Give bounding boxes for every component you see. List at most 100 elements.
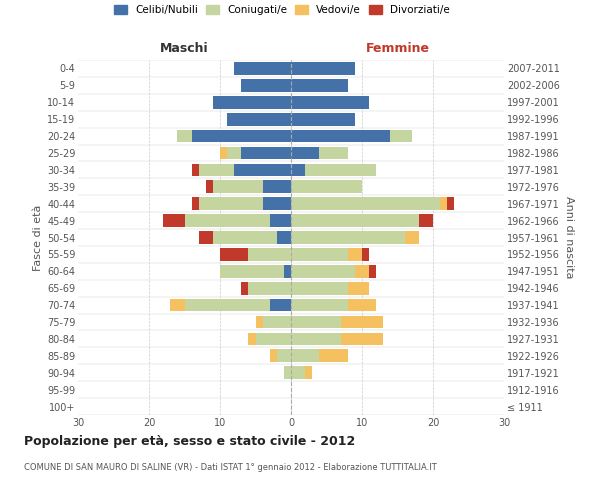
Bar	[178, 130, 291, 142]
Bar	[291, 332, 383, 345]
Text: Maschi: Maschi	[160, 42, 209, 55]
Bar	[291, 265, 376, 278]
Y-axis label: Fasce di età: Fasce di età	[32, 204, 43, 270]
Bar	[291, 231, 404, 244]
Bar	[234, 62, 291, 75]
Bar	[248, 248, 291, 260]
Bar	[291, 316, 341, 328]
Bar	[291, 62, 355, 75]
Bar	[291, 113, 355, 126]
Bar	[291, 198, 454, 210]
Bar	[291, 350, 348, 362]
Bar	[291, 130, 412, 142]
Bar	[277, 231, 291, 244]
Bar	[199, 231, 291, 244]
Bar	[270, 350, 291, 362]
Bar	[284, 366, 291, 379]
Bar	[270, 350, 291, 362]
Bar	[227, 146, 291, 160]
Bar	[191, 198, 291, 210]
Bar	[291, 332, 383, 345]
Bar	[291, 180, 362, 193]
Bar	[263, 180, 291, 193]
Bar	[291, 79, 348, 92]
Text: COMUNE DI SAN MAURO DI SALINE (VR) - Dati ISTAT 1° gennaio 2012 - Elaborazione T: COMUNE DI SAN MAURO DI SALINE (VR) - Dat…	[24, 462, 437, 471]
Bar	[270, 214, 291, 227]
Bar	[256, 316, 291, 328]
Bar	[291, 366, 313, 379]
Bar	[291, 146, 319, 160]
Bar	[263, 316, 291, 328]
Bar	[227, 113, 291, 126]
Bar	[220, 146, 291, 160]
Bar	[213, 231, 291, 244]
Bar	[291, 62, 355, 75]
Bar	[291, 79, 348, 92]
Bar	[291, 316, 383, 328]
Bar	[291, 214, 433, 227]
Bar	[284, 265, 291, 278]
Bar	[291, 299, 348, 312]
Bar	[291, 282, 369, 294]
Bar	[291, 265, 355, 278]
Bar	[199, 164, 291, 176]
Bar	[277, 350, 291, 362]
Bar	[227, 113, 291, 126]
Bar	[291, 62, 355, 75]
Bar	[291, 231, 419, 244]
Bar	[241, 79, 291, 92]
Bar	[199, 164, 291, 176]
Bar	[291, 282, 348, 294]
Bar	[291, 282, 369, 294]
Bar	[185, 214, 291, 227]
Bar	[291, 113, 355, 126]
Bar	[220, 265, 291, 278]
Bar	[206, 180, 291, 193]
Bar	[291, 164, 305, 176]
Bar	[199, 198, 291, 210]
Bar	[291, 366, 305, 379]
Bar	[291, 164, 376, 176]
Bar	[291, 198, 440, 210]
Bar	[291, 214, 419, 227]
Bar	[291, 96, 369, 108]
Text: Popolazione per età, sesso e stato civile - 2012: Popolazione per età, sesso e stato civil…	[24, 435, 355, 448]
Bar	[248, 332, 291, 345]
Bar	[213, 96, 291, 108]
Bar	[270, 299, 291, 312]
Bar	[234, 62, 291, 75]
Bar	[213, 180, 291, 193]
Bar	[234, 62, 291, 75]
Legend: Celibi/Nubili, Coniugati/e, Vedovi/e, Divorziati/e: Celibi/Nubili, Coniugati/e, Vedovi/e, Di…	[114, 5, 450, 15]
Bar	[241, 282, 291, 294]
Bar	[170, 299, 291, 312]
Bar	[291, 316, 383, 328]
Bar	[291, 214, 419, 227]
Bar	[291, 299, 376, 312]
Bar	[291, 146, 348, 160]
Bar	[248, 282, 291, 294]
Bar	[291, 96, 369, 108]
Bar	[163, 214, 291, 227]
Bar	[227, 113, 291, 126]
Bar	[248, 282, 291, 294]
Bar	[185, 214, 291, 227]
Bar	[234, 164, 291, 176]
Bar	[220, 265, 291, 278]
Bar	[291, 248, 348, 260]
Y-axis label: Anni di nascita: Anni di nascita	[563, 196, 574, 279]
Bar	[284, 366, 291, 379]
Bar	[291, 248, 369, 260]
Bar	[213, 96, 291, 108]
Bar	[213, 231, 291, 244]
Bar	[291, 79, 348, 92]
Bar	[256, 332, 291, 345]
Bar	[291, 180, 362, 193]
Bar	[291, 332, 341, 345]
Bar	[213, 96, 291, 108]
Bar	[291, 130, 412, 142]
Bar	[291, 130, 412, 142]
Bar	[291, 62, 355, 75]
Bar	[256, 316, 291, 328]
Bar	[291, 96, 369, 108]
